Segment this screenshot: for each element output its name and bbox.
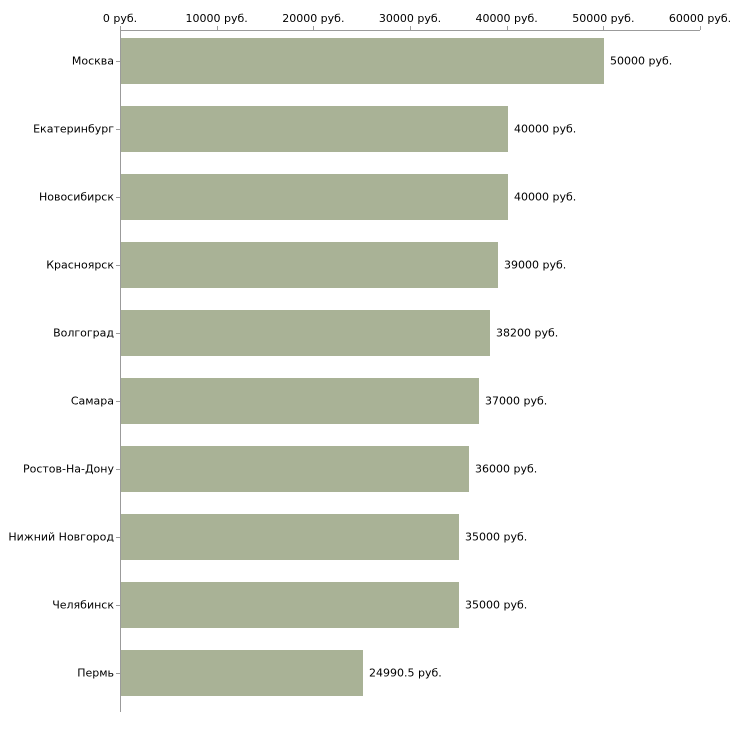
- value-label: 40000 руб.: [514, 122, 577, 136]
- y-axis-tick-mark: [116, 333, 120, 334]
- bar: [121, 174, 508, 220]
- category-label: Самара: [70, 394, 114, 408]
- category-label: Новосибирск: [38, 190, 114, 204]
- value-label: 38200 руб.: [496, 326, 559, 340]
- x-axis-line: [120, 30, 700, 31]
- value-label: 36000 руб.: [475, 462, 538, 476]
- y-axis-line: [120, 30, 121, 712]
- y-axis-tick-mark: [116, 673, 120, 674]
- x-axis-tick-label: 60000 руб.: [668, 12, 730, 25]
- x-axis-tick-mark: [603, 26, 605, 30]
- y-axis-tick-mark: [116, 537, 120, 538]
- bar: [121, 106, 508, 152]
- category-label: Красноярск: [46, 258, 114, 272]
- bar: [121, 378, 479, 424]
- category-label: Екатеринбург: [33, 122, 114, 136]
- value-label: 35000 руб.: [465, 530, 528, 544]
- bar: [121, 310, 490, 356]
- value-label: 37000 руб.: [485, 394, 548, 408]
- x-axis-tick-label: 0 руб.: [102, 12, 138, 25]
- bar: [121, 514, 459, 560]
- value-label: 40000 руб.: [514, 190, 577, 204]
- x-axis-tick-label: 20000 руб.: [282, 12, 345, 25]
- category-label: Нижний Новгород: [8, 530, 114, 544]
- x-axis-tick-mark: [120, 26, 121, 30]
- category-label: Пермь: [77, 666, 114, 680]
- x-axis-tick-mark: [700, 26, 701, 30]
- value-label: 50000 руб.: [610, 54, 673, 68]
- y-axis-tick-mark: [116, 197, 120, 198]
- x-axis-tick-mark: [506, 26, 508, 30]
- y-axis-tick-mark: [116, 605, 120, 606]
- y-axis-tick-mark: [116, 61, 120, 62]
- x-axis-tick-mark: [313, 26, 315, 30]
- bar: [121, 38, 604, 84]
- category-label: Москва: [71, 54, 114, 68]
- value-label: 35000 руб.: [465, 598, 528, 612]
- x-axis-tick-mark: [410, 26, 411, 30]
- category-label: Волгоград: [53, 326, 114, 340]
- category-label: Ростов-На-Дону: [22, 462, 114, 476]
- bar: [121, 650, 363, 696]
- x-axis-tick-label: 30000 руб.: [378, 12, 442, 25]
- bar: [121, 446, 469, 492]
- y-axis-tick-mark: [116, 265, 120, 266]
- x-axis-tick-label: 10000 руб.: [185, 12, 248, 25]
- x-axis-tick-label: 40000 руб.: [475, 12, 538, 25]
- x-axis-tick-label: 50000 руб.: [572, 12, 635, 25]
- category-label: Челябинск: [52, 598, 114, 612]
- y-axis-tick-mark: [116, 129, 120, 130]
- x-axis-tick-mark: [216, 26, 218, 30]
- bar: [121, 242, 498, 288]
- value-label: 24990.5 руб.: [369, 666, 442, 680]
- y-axis-tick-mark: [116, 469, 120, 470]
- bar: [121, 582, 459, 628]
- y-axis-tick-mark: [116, 401, 120, 402]
- value-label: 39000 руб.: [504, 258, 567, 272]
